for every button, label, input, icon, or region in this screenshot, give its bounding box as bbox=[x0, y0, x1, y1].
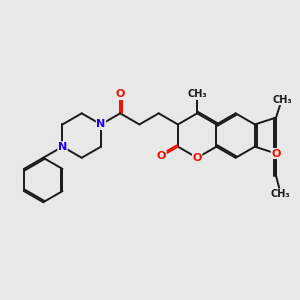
Text: N: N bbox=[58, 142, 67, 152]
Text: CH₃: CH₃ bbox=[187, 89, 207, 100]
Text: CH₃: CH₃ bbox=[271, 189, 291, 199]
Text: O: O bbox=[271, 148, 281, 158]
Text: N: N bbox=[96, 119, 106, 130]
Text: O: O bbox=[116, 89, 125, 100]
Text: O: O bbox=[157, 151, 166, 161]
Text: CH₃: CH₃ bbox=[272, 94, 292, 105]
Text: O: O bbox=[193, 153, 202, 163]
